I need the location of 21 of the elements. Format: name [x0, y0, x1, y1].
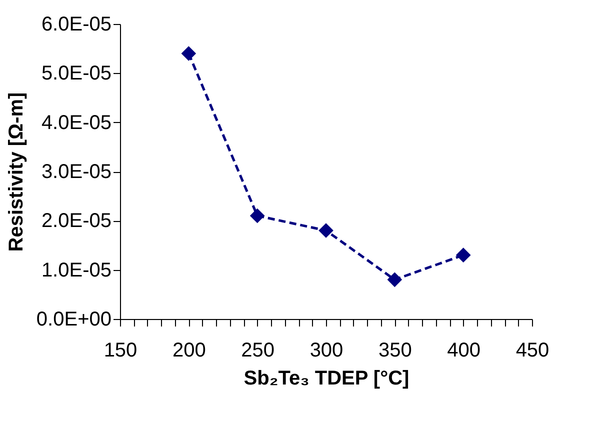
x-tick-label: 250: [241, 340, 275, 362]
x-tick-label: 200: [172, 340, 206, 362]
y-tick-label: 0.0E+00: [36, 308, 112, 330]
x-tick-label: 350: [378, 340, 412, 362]
x-tick-label: 450: [516, 340, 550, 362]
point: [318, 223, 334, 238]
y-tick-label: 3.0E-05: [41, 161, 112, 183]
point: [250, 208, 265, 224]
point: [181, 46, 196, 61]
point: [456, 248, 471, 262]
y-tick-label: 4.0E-05: [41, 112, 112, 134]
y-tick-label: 1.0E-05: [41, 259, 112, 282]
x-tick-label: 400: [447, 340, 481, 362]
y-axis-title: Resistivity [Ω-m]: [5, 92, 28, 252]
point: [387, 272, 402, 288]
x-tick-label: 150: [104, 340, 138, 362]
y-tick-label: 6.0E-05: [41, 14, 112, 36]
x-axis-title: Sb₂Te₃ TDEP [°C]: [244, 368, 410, 390]
y-tick-label: 5.0E-05: [41, 62, 112, 85]
y-tick-label: 2.0E-05: [41, 210, 112, 232]
x-tick-label: 300: [310, 340, 344, 362]
